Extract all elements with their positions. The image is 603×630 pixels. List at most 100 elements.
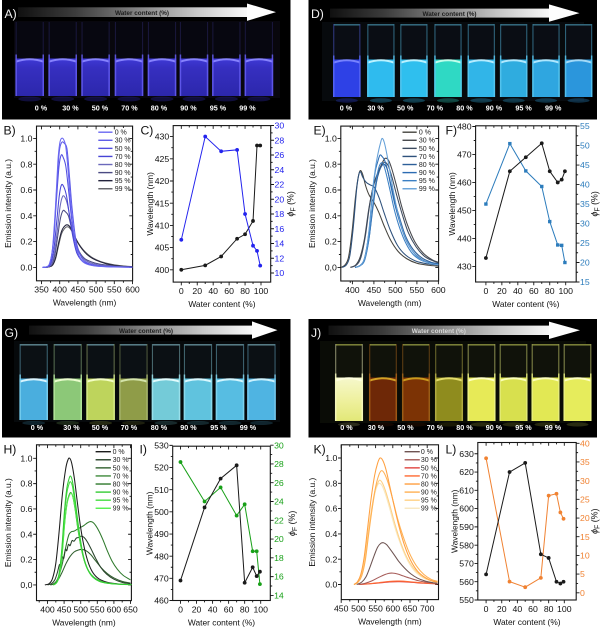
svg-text:80 %: 80 % — [115, 162, 131, 169]
svg-text:0 %: 0 % — [340, 423, 353, 432]
svg-text:90 %: 90 % — [180, 423, 197, 432]
svg-text:80 %: 80 % — [456, 423, 473, 432]
svg-text:610: 610 — [459, 485, 474, 495]
svg-text:590: 590 — [459, 522, 474, 532]
svg-text:35: 35 — [580, 457, 590, 467]
svg-text:90 %: 90 % — [486, 423, 503, 432]
svg-text:80: 80 — [240, 286, 250, 296]
svg-text:26: 26 — [275, 150, 285, 160]
svg-text:650: 650 — [403, 603, 418, 613]
svg-text:0.0: 0.0 — [20, 263, 32, 273]
svg-text:500: 500 — [73, 604, 88, 614]
svg-text:20: 20 — [274, 534, 284, 544]
svg-text:24: 24 — [275, 165, 285, 175]
svg-text:40: 40 — [208, 604, 218, 614]
svg-text:415: 415 — [155, 198, 170, 208]
svg-text:90 %: 90 % — [421, 490, 437, 497]
svg-text:70 %: 70 % — [115, 154, 131, 161]
svg-text:B): B) — [4, 124, 16, 138]
svg-text:Water content (%): Water content (%) — [119, 328, 173, 335]
svg-text:Wavelength (nm): Wavelength (nm) — [52, 617, 116, 627]
svg-text:490: 490 — [154, 529, 169, 539]
svg-text:0: 0 — [484, 604, 489, 614]
svg-text:Water content (%): Water content (%) — [422, 11, 476, 18]
svg-text:90 %: 90 % — [180, 104, 197, 113]
svg-text:ϕF (%): ϕF (%) — [287, 511, 299, 536]
svg-text:55: 55 — [580, 121, 590, 131]
svg-text:95 %: 95 % — [515, 423, 532, 432]
svg-text:70 %: 70 % — [421, 473, 437, 480]
svg-text:620: 620 — [459, 467, 474, 477]
svg-text:550: 550 — [90, 604, 105, 614]
svg-text:Wavelength (nm): Wavelength (nm) — [447, 172, 457, 236]
svg-text:28: 28 — [275, 135, 285, 145]
svg-text:0.8: 0.8 — [325, 159, 337, 169]
svg-text:Water content (%): Water content (%) — [188, 299, 255, 309]
svg-text:80 %: 80 % — [421, 481, 437, 488]
svg-text:70 %: 70 % — [427, 423, 444, 432]
svg-text:550: 550 — [410, 285, 425, 295]
svg-text:0 %: 0 % — [340, 104, 353, 113]
svg-text:420: 420 — [155, 176, 170, 186]
svg-text:570: 570 — [459, 559, 474, 569]
svg-text:0: 0 — [179, 286, 184, 296]
svg-text:650: 650 — [123, 604, 138, 614]
svg-text:30 %: 30 % — [367, 104, 384, 113]
svg-text:100: 100 — [558, 286, 573, 296]
svg-text:15: 15 — [580, 277, 590, 287]
svg-text:80 %: 80 % — [113, 481, 129, 488]
svg-text:500: 500 — [89, 285, 104, 295]
svg-text:95 %: 95 % — [210, 423, 227, 432]
svg-text:14: 14 — [274, 591, 284, 601]
svg-text:0.4: 0.4 — [20, 211, 32, 221]
svg-text:95 %: 95 % — [421, 498, 437, 505]
svg-text:16: 16 — [275, 224, 285, 234]
svg-text:0.2: 0.2 — [20, 555, 32, 565]
svg-text:Water content (%): Water content (%) — [492, 299, 559, 309]
svg-text:22: 22 — [274, 515, 284, 525]
svg-text:600: 600 — [125, 285, 140, 295]
svg-text:50 %: 50 % — [397, 423, 414, 432]
svg-text:99 %: 99 % — [113, 506, 129, 513]
svg-text:410: 410 — [155, 221, 170, 231]
svg-text:18: 18 — [274, 553, 284, 563]
svg-text:450: 450 — [457, 206, 472, 216]
svg-text:0.0: 0.0 — [325, 580, 337, 590]
svg-text:Water content (%): Water content (%) — [115, 10, 169, 17]
svg-text:C): C) — [141, 124, 154, 138]
svg-text:15: 15 — [580, 532, 590, 542]
svg-text:30: 30 — [274, 440, 284, 450]
svg-text:99 %: 99 % — [115, 186, 131, 193]
svg-text:460: 460 — [154, 596, 169, 606]
svg-text:80 %: 80 % — [419, 162, 435, 169]
svg-text:0,0: 0,0 — [325, 263, 337, 273]
svg-text:400: 400 — [345, 285, 360, 295]
svg-text:400: 400 — [52, 285, 67, 295]
svg-text:30 %: 30 % — [115, 138, 131, 145]
svg-text:Emission intensity (a.u.): Emission intensity (a.u.) — [3, 478, 13, 567]
svg-text:20: 20 — [497, 604, 507, 614]
svg-text:100: 100 — [557, 604, 572, 614]
svg-text:550: 550 — [107, 285, 122, 295]
svg-text:480: 480 — [457, 122, 472, 132]
svg-text:0.4: 0.4 — [325, 211, 337, 221]
svg-text:520: 520 — [154, 463, 169, 473]
svg-text:430: 430 — [457, 262, 472, 272]
svg-text:22: 22 — [275, 180, 285, 190]
svg-text:14: 14 — [275, 239, 285, 249]
svg-text:50 %: 50 % — [397, 104, 414, 113]
svg-text:560: 560 — [459, 577, 474, 587]
svg-text:D): D) — [311, 7, 324, 21]
svg-text:1.0: 1.0 — [325, 134, 337, 144]
svg-text:90 %: 90 % — [419, 170, 435, 177]
svg-text:28: 28 — [274, 459, 284, 469]
svg-text:30: 30 — [580, 476, 590, 486]
svg-text:0.2: 0.2 — [325, 237, 337, 247]
svg-text:40: 40 — [513, 286, 523, 296]
svg-text:20: 20 — [275, 194, 285, 204]
svg-text:600: 600 — [386, 603, 401, 613]
svg-text:35: 35 — [580, 199, 590, 209]
svg-text:50: 50 — [580, 141, 590, 151]
svg-text:500: 500 — [388, 285, 403, 295]
svg-text:ϕF (%): ϕF (%) — [590, 509, 602, 534]
